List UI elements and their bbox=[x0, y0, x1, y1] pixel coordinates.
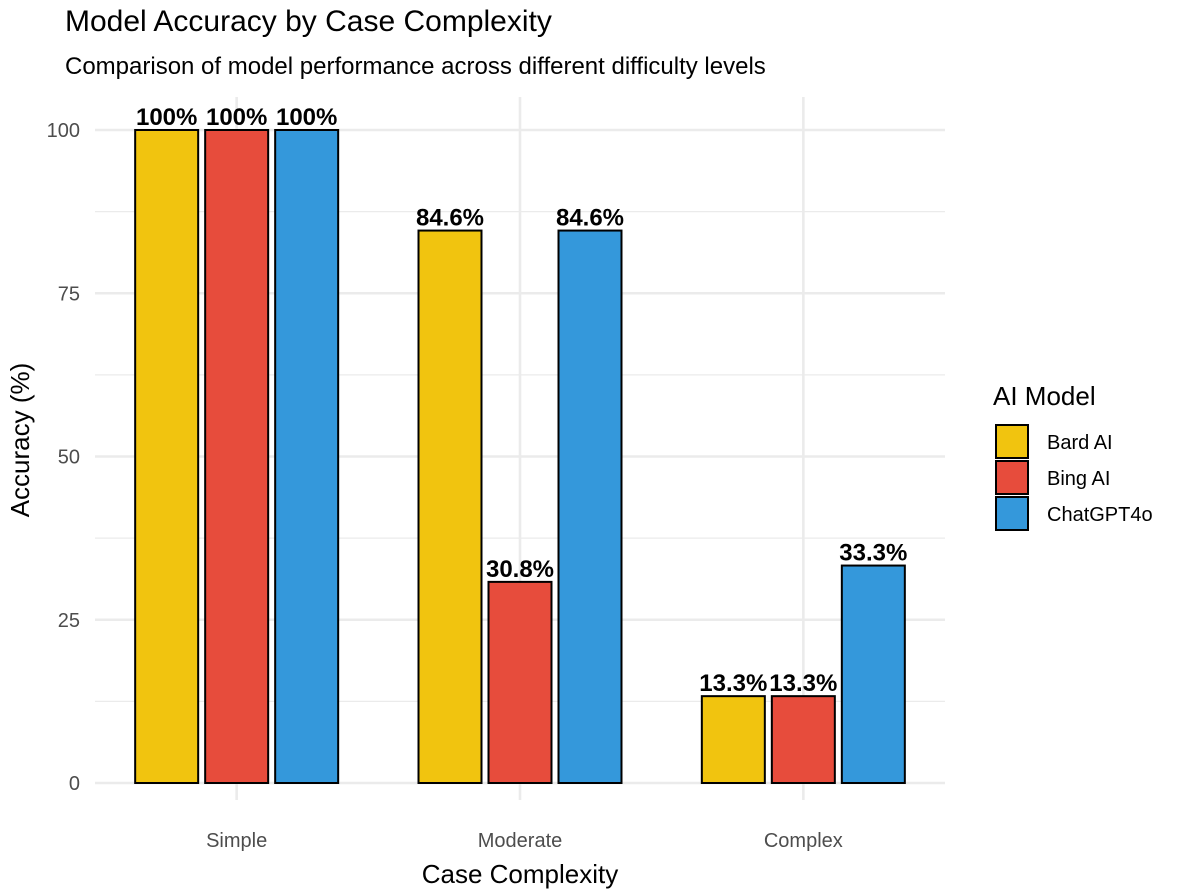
data-label: 84.6% bbox=[556, 205, 624, 232]
bar-bard-ai-complex bbox=[700, 695, 766, 784]
bar-bard-ai-moderate bbox=[417, 229, 483, 784]
legend-title: AI Model bbox=[993, 381, 1096, 411]
y-axis-title: Accuracy (%) bbox=[5, 363, 35, 518]
chart-title: Model Accuracy by Case Complexity bbox=[65, 5, 552, 38]
x-tick-label: Moderate bbox=[478, 830, 563, 852]
y-tick-label: 25 bbox=[58, 610, 80, 632]
bar-chatgpt4o-moderate bbox=[557, 229, 623, 784]
data-label: 100% bbox=[206, 104, 267, 131]
bar-bing-ai-simple bbox=[204, 129, 270, 784]
legend-swatch-chatgpt4o bbox=[995, 496, 1029, 531]
y-tick-label: 50 bbox=[58, 447, 80, 469]
legend-swatch-bard-ai bbox=[995, 424, 1029, 459]
data-label: 84.6% bbox=[416, 205, 484, 232]
data-label: 100% bbox=[136, 104, 197, 131]
data-label: 33.3% bbox=[839, 540, 907, 567]
x-axis-ticks: Simple Moderate Complex bbox=[206, 830, 843, 852]
data-label: 13.3% bbox=[699, 670, 767, 697]
legend-label: Bard AI bbox=[1047, 432, 1113, 454]
data-labels: 100% 84.6% 13.3% 100% 30.8% 13.3% 100% 84.6% 33.… bbox=[136, 104, 907, 697]
bar-bing-ai-complex bbox=[770, 695, 836, 784]
legend-label: ChatGPT4o bbox=[1047, 504, 1153, 526]
chart-subtitle: Comparison of model performance across d… bbox=[65, 53, 766, 80]
data-label: 13.3% bbox=[769, 670, 837, 697]
data-label: 30.8% bbox=[486, 556, 554, 583]
y-tick-label: 100 bbox=[47, 120, 80, 142]
legend-label: Bing AI bbox=[1047, 468, 1110, 490]
x-tick-label: Complex bbox=[764, 830, 843, 852]
data-label: 100% bbox=[276, 104, 337, 131]
legend-swatch-bing-ai bbox=[995, 460, 1029, 495]
y-tick-label: 75 bbox=[58, 283, 80, 305]
x-tick-label: Simple bbox=[206, 830, 267, 852]
y-tick-label: 0 bbox=[69, 773, 80, 795]
legend: AI Model Bard AI Bing AI ChatGPT4o bbox=[993, 381, 1153, 531]
bar-chatgpt4o-complex bbox=[840, 564, 906, 785]
bar-bard-ai-simple bbox=[134, 129, 200, 784]
y-axis-ticks: 0 25 50 75 100 bbox=[47, 120, 80, 795]
bars bbox=[134, 129, 906, 785]
x-axis-title: Case Complexity bbox=[422, 859, 619, 889]
bar-bing-ai-moderate bbox=[487, 580, 553, 784]
bar-chatgpt4o-simple bbox=[274, 129, 340, 784]
